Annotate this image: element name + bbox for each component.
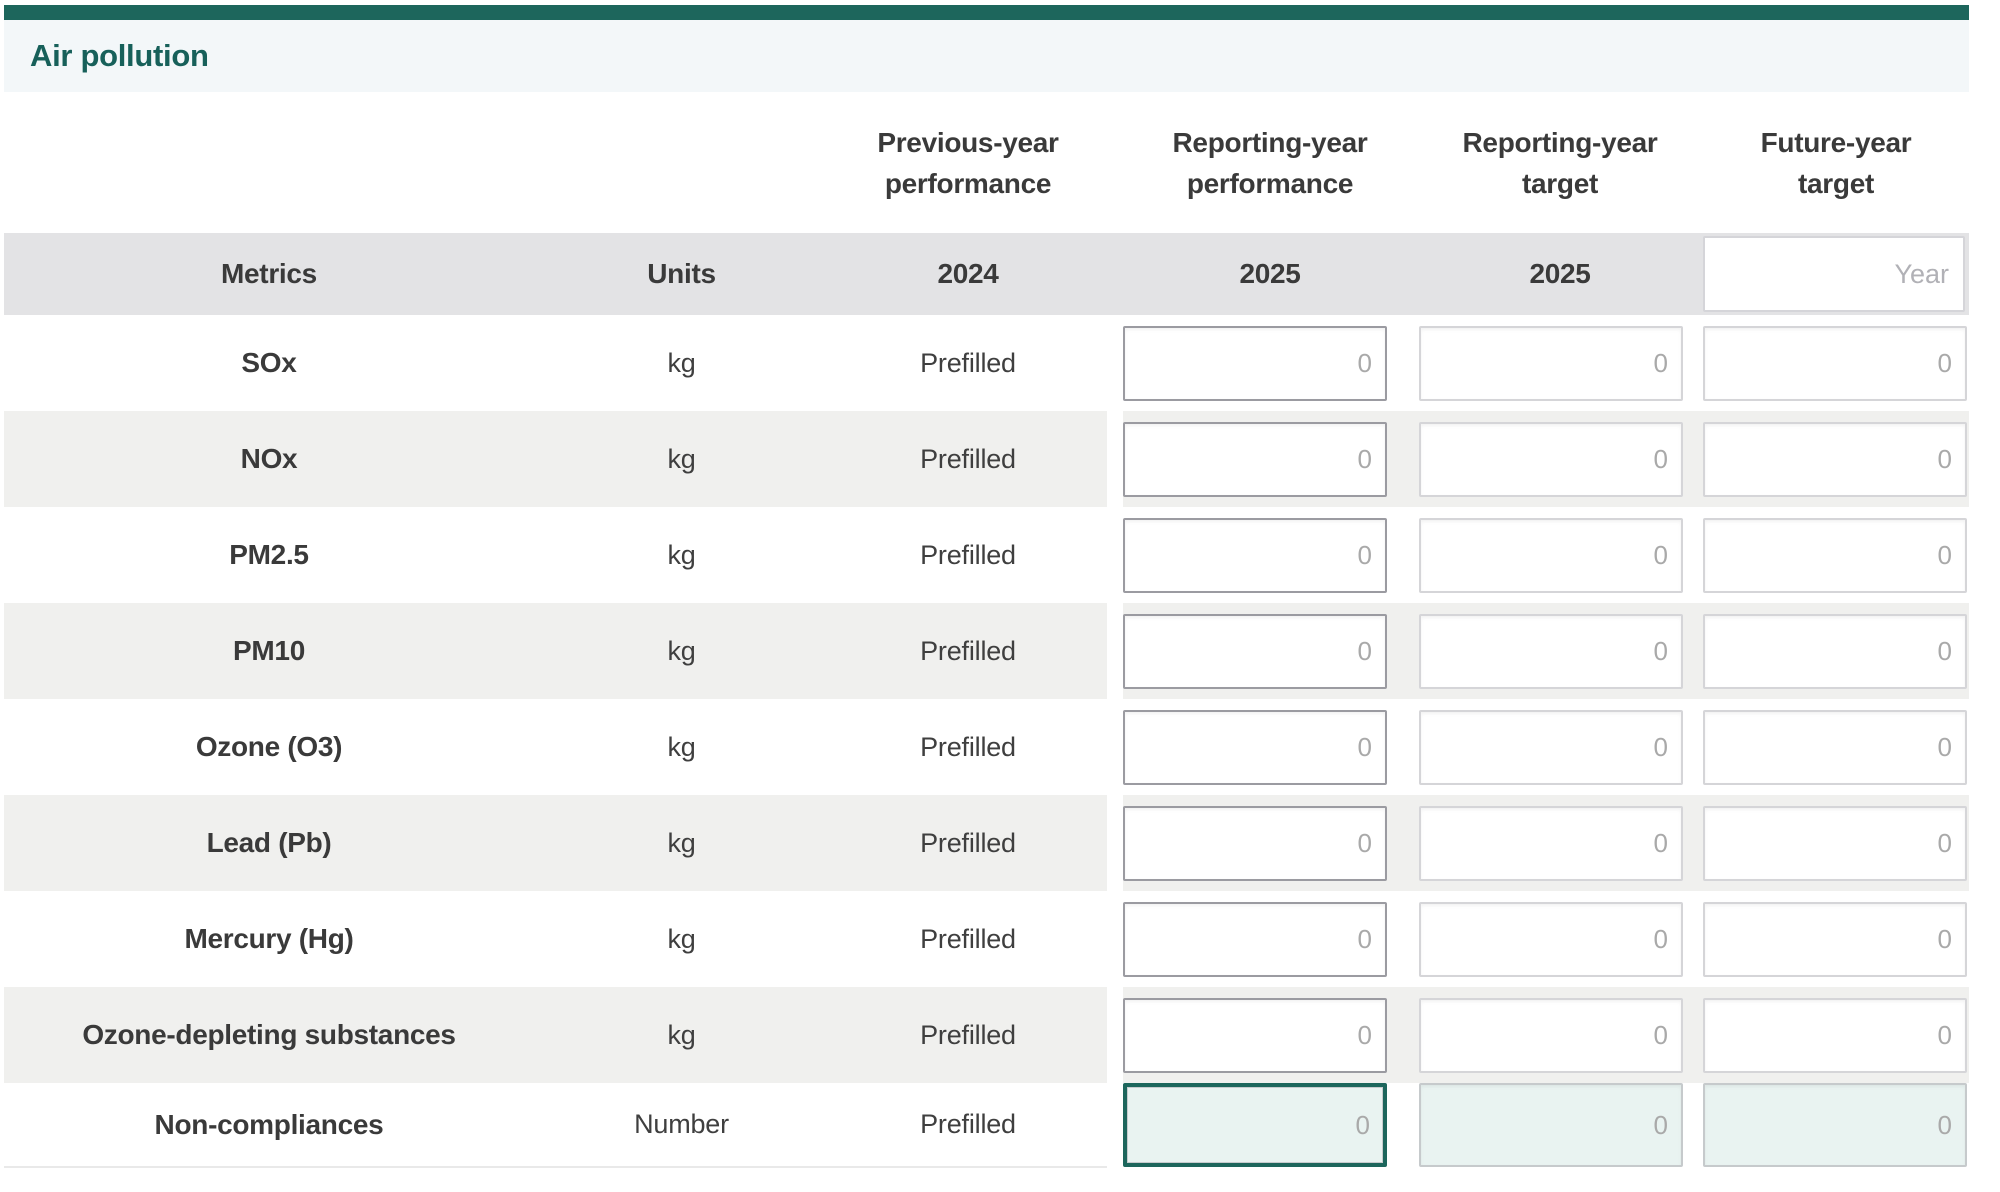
header-previous-year-performance: Previous-year performance [877,127,1059,199]
unit-label: kg [667,539,696,570]
section-title-band: Air pollution [4,20,1969,92]
table-row: Ozone (O3) kg Prefilled [4,699,1969,795]
metric-label: Non-compliances [154,1108,384,1140]
future-year-target-input[interactable] [1703,805,1967,881]
reporting-year-performance-input[interactable] [1123,901,1387,977]
table-row: NOx kg Prefilled [4,411,1969,507]
column-group-headers: Previous-year performance Reporting-year… [4,92,1969,233]
air-pollution-panel: Air pollution Previous-year performance … [4,5,1969,1168]
future-year-target-input[interactable] [1703,517,1967,593]
metric-label: Ozone (O3) [195,731,343,762]
unit-label: kg [667,635,696,666]
unit-label: kg [667,731,696,762]
table-subheader-row: Metrics Units 2024 2025 2025 [4,233,1969,315]
unit-label: kg [667,923,696,954]
column-gutter [1107,891,1123,987]
reporting-year-performance-input[interactable] [1123,997,1387,1073]
metric-label: Lead (Pb) [206,827,332,858]
header-reporting-year-target: Reporting-year target [1462,127,1658,199]
table-row: PM10 kg Prefilled [4,603,1969,699]
table-row: PM2.5 kg Prefilled [4,507,1969,603]
reporting-year-performance-input[interactable] [1123,805,1387,881]
reporting-year-performance-input[interactable] [1123,1083,1387,1167]
previous-year-value: Prefilled [920,539,1016,570]
unit-label: kg [667,347,696,378]
metric-label: SOx [241,347,297,378]
metric-label: Mercury (Hg) [184,923,354,954]
metric-label: PM10 [233,635,305,666]
reporting-year-target-input[interactable] [1419,421,1683,497]
column-gutter [1107,411,1123,507]
metric-label: Ozone-depleting substances [82,1019,456,1050]
reporting-target-year-label: 2025 [1529,258,1591,289]
reporting-year-target-input[interactable] [1419,517,1683,593]
future-year-target-input[interactable] [1703,709,1967,785]
metric-label: PM2.5 [229,539,309,570]
future-year-cell [1703,236,1969,312]
reporting-year-target-input[interactable] [1419,901,1683,977]
previous-year-value: Prefilled [920,731,1016,762]
previous-year-value: Prefilled [920,1019,1016,1050]
future-year-target-input[interactable] [1703,1083,1967,1167]
previous-year-value: Prefilled [920,1109,1016,1139]
reporting-year-performance-input[interactable] [1123,613,1387,689]
column-gutter [1107,315,1123,411]
target-year-input[interactable] [1703,236,1965,312]
reporting-year-target-input[interactable] [1419,613,1683,689]
reporting-year-target-input[interactable] [1419,997,1683,1073]
future-year-target-input[interactable] [1703,901,1967,977]
reporting-year-target-input[interactable] [1419,709,1683,785]
future-year-target-input[interactable] [1703,421,1967,497]
unit-label: Number [634,1109,729,1139]
reporting-year-target-input[interactable] [1419,805,1683,881]
previous-year-value: Prefilled [920,347,1016,378]
previous-year-value: Prefilled [920,443,1016,474]
metric-label: NOx [240,443,298,474]
future-year-target-input[interactable] [1703,613,1967,689]
column-gutter [1107,1083,1123,1168]
column-gutter [1107,603,1123,699]
unit-label: kg [667,827,696,858]
future-year-target-input[interactable] [1703,997,1967,1073]
column-gutter [1107,699,1123,795]
reporting-performance-year-label: 2025 [1239,258,1301,289]
table-row: Non-compliances Number Prefilled [4,1083,1969,1168]
reporting-year-target-input[interactable] [1419,325,1683,401]
reporting-year-target-input[interactable] [1419,1083,1683,1167]
previous-year-label: 2024 [937,258,999,289]
column-gutter [1107,507,1123,603]
units-column-label: Units [647,258,716,289]
previous-year-value: Prefilled [920,827,1016,858]
unit-label: kg [667,1019,696,1050]
unit-label: kg [667,443,696,474]
reporting-year-performance-input[interactable] [1123,421,1387,497]
previous-year-value: Prefilled [920,923,1016,954]
column-gutter [1107,987,1123,1083]
table-row: Mercury (Hg) kg Prefilled [4,891,1969,987]
reporting-year-performance-input[interactable] [1123,709,1387,785]
table-row: Lead (Pb) kg Prefilled [4,795,1969,891]
metrics-column-label: Metrics [221,258,317,289]
table-row: Ozone-depleting substances kg Prefilled [4,987,1969,1083]
reporting-year-performance-input[interactable] [1123,517,1387,593]
header-reporting-year-performance: Reporting-year performance [1172,127,1368,199]
previous-year-value: Prefilled [920,635,1016,666]
reporting-year-performance-input[interactable] [1123,325,1387,401]
section-accent-bar [4,5,1969,20]
column-gutter [1107,795,1123,891]
page-title: Air pollution [30,38,209,73]
header-future-year-target: Future-year target [1760,127,1912,199]
table-row: SOx kg Prefilled [4,315,1969,411]
future-year-target-input[interactable] [1703,325,1967,401]
